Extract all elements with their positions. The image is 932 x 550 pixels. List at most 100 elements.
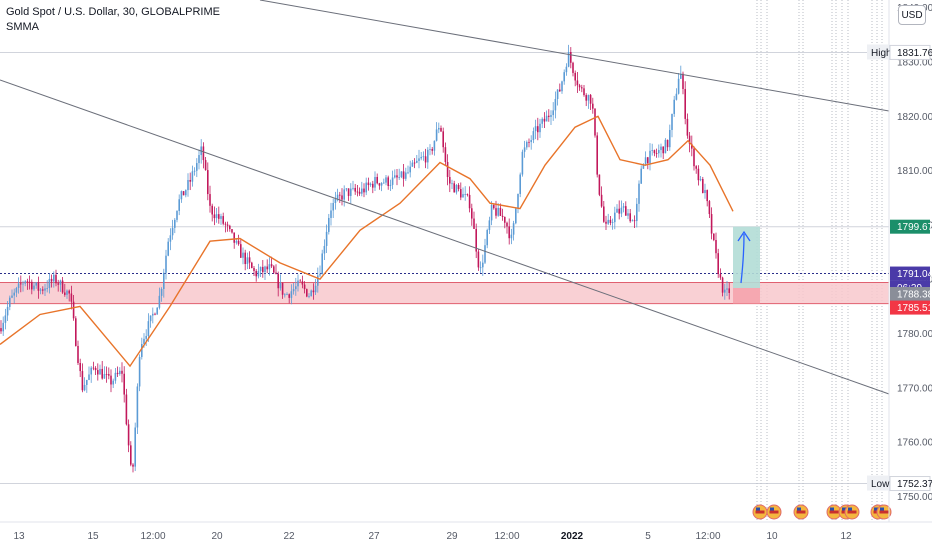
- candle-up: [675, 93, 678, 100]
- candle-down: [596, 135, 598, 175]
- candle-down: [453, 183, 455, 193]
- candle-up: [411, 162, 414, 167]
- candle-up: [158, 295, 161, 308]
- candle-up: [616, 208, 618, 213]
- candle-up: [350, 188, 352, 196]
- candle-up: [422, 156, 425, 158]
- candle-up: [147, 321, 150, 336]
- candle-up: [330, 210, 332, 218]
- candle-down: [105, 374, 108, 375]
- candle-up: [138, 356, 141, 387]
- candle-down: [396, 175, 398, 178]
- candle-up: [391, 177, 394, 185]
- candle-down: [123, 373, 125, 395]
- candle-up: [169, 235, 172, 242]
- candle-down: [719, 274, 722, 278]
- candle-down: [211, 205, 213, 215]
- time-tick-label: 2022: [561, 531, 584, 542]
- candle-up: [220, 216, 222, 219]
- entry-price-tag: 1788.38: [897, 289, 932, 300]
- candle-down: [347, 188, 350, 196]
- candle-down: [207, 170, 209, 195]
- price-tick-label: 1810.00: [897, 166, 932, 177]
- candlestick-series: [0, 44, 730, 473]
- candle-down: [55, 274, 57, 284]
- candle-up: [435, 129, 438, 141]
- candle-down: [460, 189, 462, 198]
- candle-up: [235, 240, 238, 243]
- candle-up: [215, 214, 218, 219]
- candle-up: [704, 190, 706, 193]
- price-tick-label: 1750.00: [897, 492, 932, 503]
- candle-up: [15, 287, 18, 293]
- candle-up: [308, 296, 310, 297]
- target-price-tag-bg: [890, 219, 930, 234]
- candle-down: [244, 252, 246, 265]
- candle-up: [497, 207, 499, 216]
- candle-down: [116, 372, 119, 375]
- candle-down: [695, 166, 697, 169]
- candle-down: [717, 253, 719, 275]
- candle-up: [726, 288, 728, 290]
- candle-down: [662, 146, 664, 154]
- candle-down: [499, 207, 502, 216]
- candle-up: [550, 115, 552, 117]
- candle-up: [482, 262, 484, 268]
- candle-up: [556, 89, 559, 99]
- candle-up: [323, 245, 326, 254]
- candle-up: [198, 155, 200, 164]
- candle-down: [42, 289, 44, 291]
- candle-up: [614, 212, 616, 223]
- candle-up: [464, 194, 466, 195]
- candle-up: [561, 81, 563, 92]
- candle-down: [372, 183, 374, 188]
- candle-up: [389, 184, 392, 186]
- candle-up: [519, 174, 521, 194]
- candle-down: [493, 204, 495, 209]
- candle-down: [92, 367, 95, 369]
- candle-up: [59, 280, 62, 285]
- candle-down: [691, 143, 693, 149]
- candle-up: [325, 231, 328, 246]
- candle-down: [598, 174, 601, 195]
- candle-up: [680, 73, 682, 79]
- projection-arrow: [740, 233, 745, 284]
- smma-indicator: [0, 115, 734, 368]
- candle-up: [257, 270, 260, 277]
- candle-down: [50, 278, 53, 282]
- candle-up: [163, 272, 165, 290]
- candle-up: [9, 297, 11, 307]
- candle-up: [369, 183, 372, 186]
- candle-down: [70, 293, 73, 302]
- candle-up: [310, 290, 312, 297]
- candle-down: [688, 135, 691, 144]
- candle-down: [97, 370, 99, 375]
- candle-up: [409, 166, 411, 173]
- candle-up: [479, 267, 482, 269]
- candle-down: [356, 191, 359, 193]
- candle-down: [495, 208, 497, 216]
- candle-down: [684, 89, 686, 119]
- candle-down: [710, 214, 713, 234]
- candle-up: [152, 313, 154, 316]
- candle-down: [629, 213, 631, 222]
- candle-down: [218, 214, 220, 219]
- candle-up: [103, 374, 106, 379]
- high-label-bg: [867, 44, 889, 60]
- candle-up: [11, 295, 13, 298]
- lower-trendline: [0, 79, 890, 395]
- stop-price-tag: 1785.51: [897, 303, 932, 314]
- candle-up: [171, 227, 174, 236]
- candle-down: [457, 184, 460, 190]
- us-flag-stripe-icon: [879, 510, 889, 514]
- candle-up: [607, 219, 609, 224]
- candle-down: [574, 72, 576, 81]
- candle-down: [231, 229, 233, 233]
- candle-down: [240, 244, 242, 258]
- candle-down: [618, 208, 620, 214]
- candle-down: [204, 160, 207, 171]
- currency-button[interactable]: USD: [898, 5, 926, 25]
- candle-up: [48, 278, 51, 289]
- candle-up: [297, 280, 299, 287]
